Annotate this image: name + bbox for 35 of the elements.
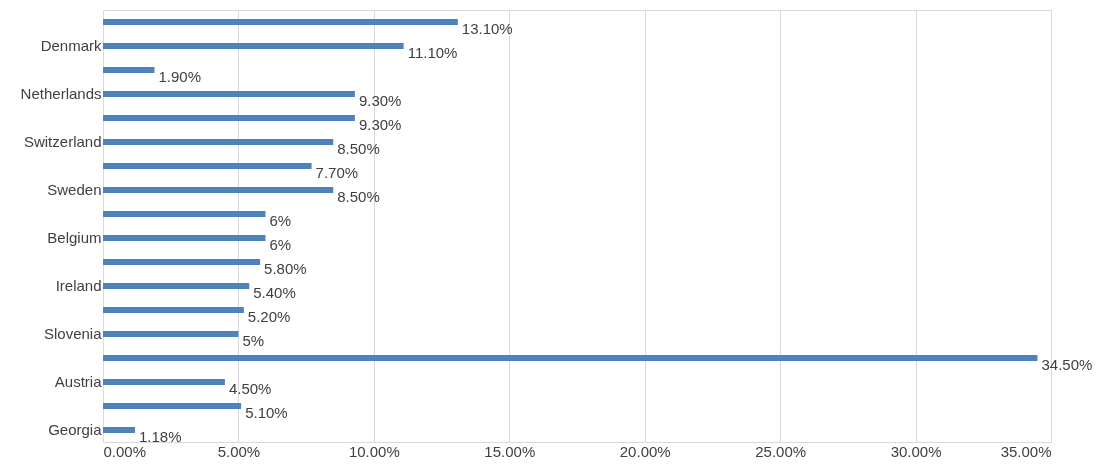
x-tick-label: 15.00% xyxy=(484,442,536,460)
y-tick-label: Switzerland xyxy=(23,133,102,150)
y-tick-label: Ireland xyxy=(55,277,102,294)
y-tick-label: Netherlands xyxy=(20,85,102,102)
y-tick-label: Slovenia xyxy=(43,325,103,342)
x-tick-label: 0.00% xyxy=(103,442,147,460)
data-label: 5.40% xyxy=(253,284,296,301)
x-tick-label: 10.00% xyxy=(348,442,400,460)
data-label: 4.50% xyxy=(228,380,272,397)
y-tick-label: Denmark xyxy=(40,37,102,54)
data-label: 1.90% xyxy=(158,68,202,85)
data-label: 6% xyxy=(269,236,292,253)
x-tick-label: 20.00% xyxy=(619,442,671,460)
data-label: 8.50% xyxy=(337,188,380,205)
y-tick-label: Sweden xyxy=(47,181,102,198)
data-label: 5.80% xyxy=(264,260,307,277)
data-label: 8.50% xyxy=(337,140,380,157)
y-tick-label: Georgia xyxy=(48,421,103,438)
y-tick-label: Belgium xyxy=(47,229,102,246)
data-label: 9.30% xyxy=(358,116,402,133)
data-label: 13.10% xyxy=(461,20,513,37)
x-tick-label: 30.00% xyxy=(890,442,942,460)
data-label: 1.18% xyxy=(138,428,182,445)
data-label: 5.20% xyxy=(247,308,291,325)
data-label: 7.70% xyxy=(315,164,359,181)
data-label: 9.30% xyxy=(358,92,402,109)
data-label: 34.50% xyxy=(1041,356,1093,373)
data-label: 5.10% xyxy=(245,404,288,421)
y-tick-label: Austria xyxy=(54,373,103,390)
data-label: 5% xyxy=(242,332,265,349)
data-label: 11.10% xyxy=(407,44,458,61)
x-tick-label: 25.00% xyxy=(755,442,807,460)
data-label: 6% xyxy=(269,212,292,229)
x-tick-label: 5.00% xyxy=(217,442,261,460)
x-tick-label: 35.00% xyxy=(1000,442,1052,460)
